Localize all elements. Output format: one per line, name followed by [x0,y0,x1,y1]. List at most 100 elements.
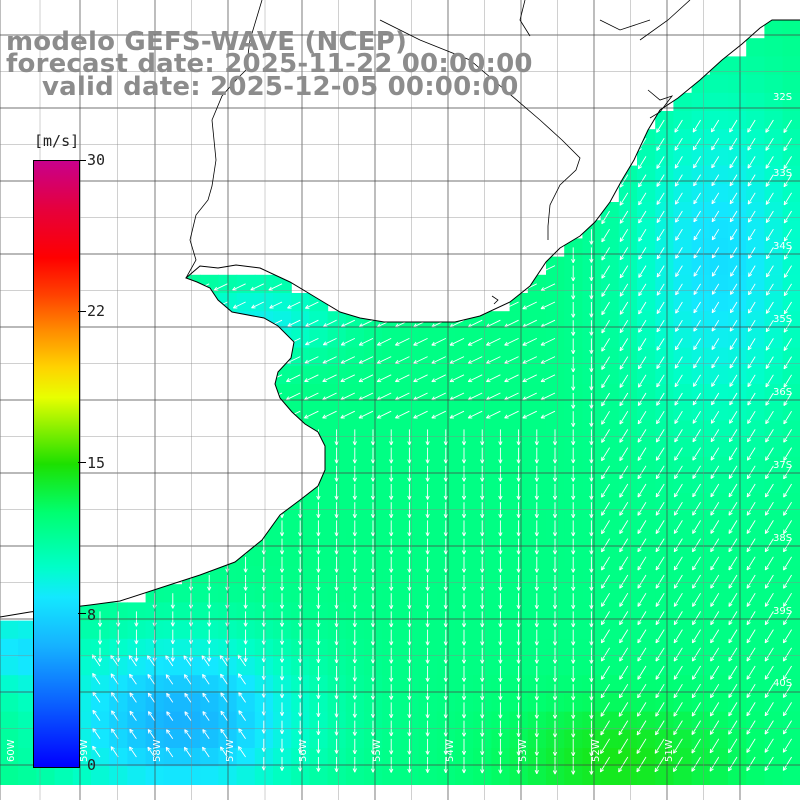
wind-speed-cell [673,693,693,713]
wind-arrow [298,447,303,464]
border-uruguay-brazil [379,19,581,240]
wind-arrow [110,673,119,685]
wind-arrow [674,338,683,351]
wind-arrow [765,156,774,169]
wind-speed-cell [746,293,765,312]
wind-arrow [571,411,576,427]
wind-arrow [279,647,285,663]
wind-arrow [425,520,430,537]
wind-speed-cell [728,511,747,531]
wind-speed-cell [18,620,37,640]
wind-arrow [692,447,701,461]
wind-speed-cell [746,547,765,567]
wind-arrow [636,720,647,736]
wind-speed-cell [728,165,747,185]
wind-arrow [692,592,701,607]
wind-speed-cell [746,347,765,367]
wind-arrow [243,447,248,464]
wind-speed-cell [618,511,638,531]
wind-arrow [729,338,738,350]
wind-arrow [675,283,683,296]
wind-speed-cell [764,529,784,549]
wind-speed-cell [618,748,638,767]
wind-speed-cell [309,347,329,367]
wind-arrow [480,575,485,591]
wind-arrow [407,702,412,719]
wind-speed-cell [746,620,765,640]
wind-speed-cell [637,183,656,203]
wind-speed-cell [618,347,638,367]
wind-arrow [673,556,683,571]
wind-speed-cell [691,529,711,549]
wind-arrow [443,575,448,591]
wind-arrow [170,629,175,645]
wind-speed-cell [600,511,620,531]
wind-speed-cell [691,183,711,203]
wind-speed-cell [691,311,711,330]
wind-arrow [747,137,756,151]
wind-speed-cell [236,274,256,294]
wind-speed-cell [709,566,729,585]
wind-speed-cell [618,711,638,731]
wind-arrow [637,356,647,370]
wind-arrow [601,410,610,425]
wind-speed-cell [655,438,674,458]
wind-speed-cell [91,766,110,785]
wind-arrow [728,738,738,754]
wind-arrow [316,520,321,537]
wind-arrow [534,702,539,719]
wind-speed-cell [764,693,784,713]
wind-arrow [279,738,285,753]
wind-speed-cell [764,38,784,57]
wind-arrow [516,484,521,500]
wind-arrow [129,728,137,740]
wind-arrow [213,283,228,291]
wind-speed-cell [764,365,784,385]
wind-arrow [656,247,665,260]
wind-arrow [425,447,430,464]
wind-arrow [764,501,774,516]
wind-arrow [202,711,210,721]
wind-speed-cell [600,602,620,622]
wind-arrow [710,501,720,516]
wind-arrow [97,629,103,645]
wind-speed-cell [746,165,765,185]
wind-speed-cell [600,293,620,312]
wind-speed-cell [18,657,37,676]
wind-arrow [352,666,357,682]
wind-speed-cell [600,547,620,567]
wind-speed-cell [691,602,711,622]
wind-arrow [693,319,701,332]
wind-speed-cell [546,365,565,385]
wind-speed-cell [691,256,711,276]
wind-speed-cell [655,293,674,312]
wind-arrow [407,666,412,682]
wind-speed-cell [637,475,656,494]
wind-arrow [480,502,485,518]
wind-arrow [728,520,738,534]
wind-speed-cell [746,493,765,512]
wind-arrow [571,356,576,373]
wind-arrow [571,393,576,409]
wind-arrow [673,483,683,498]
wind-arrow [316,502,321,518]
wind-speed-cell [618,693,638,713]
wind-arrow [710,683,720,699]
wind-speed-cell [746,566,765,585]
wind-speed-cell [746,147,765,167]
wind-arrow [783,574,792,589]
wind-speed-cell [400,766,420,785]
wind-arrow [673,665,683,680]
wind-arrow [728,574,738,589]
wind-arrow [673,756,683,772]
wind-speed-cell [746,220,765,239]
wind-speed-cell [709,74,729,94]
wind-arrow [407,465,412,482]
wind-arrow [674,465,683,480]
wind-arrow [166,692,174,703]
wind-arrow [783,247,792,260]
wind-speed-cell [655,347,674,367]
wind-arrow [637,647,647,662]
wind-speed-cell [709,547,729,567]
